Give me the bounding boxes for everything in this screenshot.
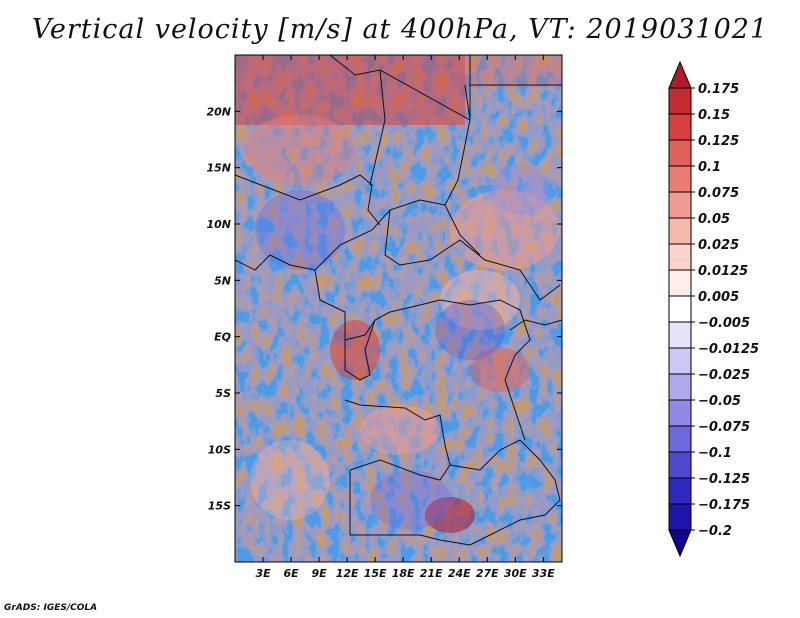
colorbar-segment	[668, 165, 692, 193]
lon-label: 24E	[448, 567, 471, 580]
lon-label: 12E	[336, 567, 359, 580]
colorbar-bottom-triangle	[668, 529, 692, 558]
colorbar-segment	[668, 399, 692, 427]
colorbar-segment	[668, 139, 692, 167]
colorbar-label: −0.005	[698, 316, 750, 331]
colorbar-segment	[668, 269, 692, 297]
colorbar-segment	[668, 295, 692, 323]
lat-label: 5S	[215, 387, 231, 400]
plot-frame	[234, 54, 563, 563]
lon-label: 18E	[392, 567, 415, 580]
lon-label: 15E	[364, 567, 387, 580]
lat-label: 15N	[206, 162, 231, 175]
colorbar-label: 0.15	[698, 108, 730, 123]
lon-label: 9E	[311, 567, 327, 580]
colorbar-top-triangle	[668, 60, 692, 89]
lat-label: 5N	[214, 274, 231, 287]
lat-label: 20N	[206, 105, 231, 118]
colorbar	[668, 60, 692, 558]
chart-title: Vertical velocity [m/s] at 400hPa, VT: 2…	[31, 14, 769, 45]
colorbar-segment	[668, 87, 692, 115]
colorbar-segment	[668, 243, 692, 271]
colorbar-label: −0.1	[698, 446, 732, 461]
colorbar-segment	[668, 347, 692, 375]
colorbar-label: −0.075	[698, 420, 750, 435]
colorbar-label: 0.05	[698, 212, 730, 227]
colorbar-label: 0.125	[698, 134, 739, 149]
longitude-labels: 3E 6E 9E 12E 15E 18E 21E 24E 27E 30E 33E	[255, 567, 555, 580]
colorbar-label: −0.025	[698, 368, 750, 383]
colorbar-segment	[668, 477, 692, 505]
colorbar-segment	[668, 191, 692, 219]
colorbar-segment	[668, 451, 692, 479]
lon-label: 33E	[532, 567, 555, 580]
colorbar-segment	[668, 217, 692, 245]
lon-label: 3E	[255, 567, 271, 580]
lat-label: 15S	[208, 500, 231, 513]
colorbar-segment	[668, 373, 692, 401]
lat-label: 10N	[206, 218, 231, 231]
lon-label: 21E	[420, 567, 443, 580]
country-borders	[235, 55, 562, 546]
colorbar-label: 0.175	[698, 82, 739, 97]
colorbar-label: −0.2	[698, 524, 732, 539]
colorbar-segment	[668, 425, 692, 453]
colorbar-label: −0.125	[698, 472, 750, 487]
colorbar-label: 0.005	[698, 290, 739, 305]
latitude-labels: 20N 15N 10N 5N EQ 5S 10S 15S	[206, 105, 231, 512]
colorbar-label: −0.0125	[698, 342, 759, 357]
colorbar-label: 0.025	[698, 238, 739, 253]
lat-label: 10S	[208, 443, 231, 456]
velocity-field	[235, 55, 562, 562]
colorbar-segment	[668, 503, 692, 531]
lon-label: 6E	[283, 567, 299, 580]
colorbar-label: −0.05	[698, 394, 741, 409]
grads-credit: GrADS: IGES/COLA	[4, 603, 98, 613]
colorbar-labels: 0.175 0.15 0.125 0.1 0.075 0.05 0.025 0.0125 0.0…	[691, 82, 759, 539]
lat-label: EQ	[214, 331, 231, 344]
colorbar-segment	[668, 113, 692, 141]
lon-label: 30E	[504, 567, 527, 580]
lon-label: 27E	[476, 567, 499, 580]
colorbar-label: 0.1	[698, 160, 721, 175]
colorbar-label: −0.175	[698, 498, 750, 513]
colorbar-segment	[668, 321, 692, 349]
colorbar-label: 0.075	[698, 186, 739, 201]
colorbar-label: 0.0125	[698, 264, 748, 279]
axis-ticks	[235, 55, 562, 562]
